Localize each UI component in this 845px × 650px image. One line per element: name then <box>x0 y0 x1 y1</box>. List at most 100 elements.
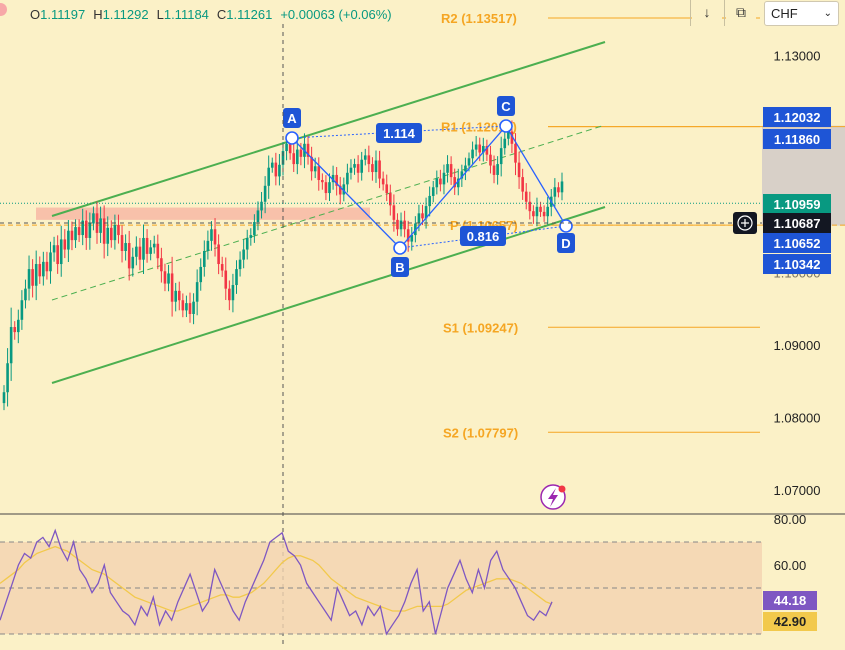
candle-body <box>299 149 303 157</box>
candle-body <box>49 252 52 272</box>
candle-body <box>553 187 557 197</box>
candle-body <box>496 164 499 175</box>
candle-body <box>310 156 313 172</box>
candle-body <box>38 264 42 277</box>
candle-body <box>199 266 203 283</box>
candle-body <box>521 177 524 192</box>
alert-bolt-glyph <box>548 488 558 507</box>
price-label: 1.11860 <box>774 132 820 147</box>
candle-body <box>417 213 421 224</box>
candle-body <box>374 160 378 173</box>
alert-bolt-icon[interactable] <box>540 484 566 510</box>
candle-body <box>102 218 106 244</box>
candle-body <box>192 301 195 315</box>
candle-body <box>260 201 263 211</box>
candle-body <box>142 237 145 260</box>
pattern-ratio-label: 0.816 <box>467 229 500 244</box>
candle-body <box>435 178 439 188</box>
candle-body <box>331 174 335 183</box>
candle-body <box>292 153 296 165</box>
candle-body <box>517 162 521 178</box>
pattern-leg-lines <box>291 124 567 249</box>
pattern-label-a: A <box>287 111 297 126</box>
candle-body <box>217 244 220 265</box>
candle-body <box>70 230 74 241</box>
pattern-label-b: B <box>395 260 404 275</box>
pivot-label-s1: S1 (1.09247) <box>443 320 518 335</box>
candle-body <box>514 143 517 163</box>
candle-body <box>56 245 59 265</box>
candle-body <box>6 363 9 393</box>
candle-body <box>371 164 374 173</box>
pattern-point-a[interactable] <box>285 131 299 145</box>
candle-body <box>160 258 163 272</box>
layout-icon[interactable]: ⧉ <box>726 0 756 24</box>
candle-body <box>99 218 102 233</box>
candle-body <box>174 290 177 302</box>
candle-body <box>195 282 199 302</box>
pattern-point-d[interactable] <box>559 219 573 233</box>
candle-body <box>131 256 135 269</box>
candle-body <box>84 220 88 238</box>
candle-body <box>321 180 324 183</box>
candle-body <box>478 144 482 153</box>
rsi-ma-line <box>0 545 553 612</box>
candle-body <box>152 243 156 248</box>
candle-body <box>263 185 267 202</box>
price-tick-label: 1.13000 <box>774 48 821 63</box>
change-value: +0.00063 (+0.06%) <box>280 6 392 22</box>
candle-body <box>177 290 181 301</box>
candle-body <box>34 264 38 286</box>
add-alert-button[interactable] <box>733 211 757 234</box>
candle-body <box>446 164 449 173</box>
pivot-label-s2: S2 (1.07797) <box>443 425 518 440</box>
close-label: C <box>216 6 227 22</box>
price-label: 1.10687 <box>774 216 821 231</box>
candle-body <box>528 201 532 212</box>
pattern-label-box-a <box>283 108 301 128</box>
status-dot-icon[interactable] <box>0 3 7 16</box>
currency-select[interactable]: CHF ⌄ <box>764 1 839 26</box>
candle-body <box>213 229 217 245</box>
candle-body <box>20 300 24 320</box>
pattern-label-c: C <box>501 99 511 114</box>
candle-body <box>542 211 546 217</box>
candle-body <box>31 269 34 286</box>
candle-body <box>507 131 510 139</box>
price-label: 1.10959 <box>774 197 821 212</box>
candle-body <box>163 271 167 284</box>
channel-lower-line <box>51 206 606 384</box>
candle-body <box>403 220 406 230</box>
candle-body <box>471 149 474 159</box>
candle-body <box>557 187 560 193</box>
download-icon[interactable]: ↓ <box>692 0 722 24</box>
price-tick-label: 1.07000 <box>774 483 821 498</box>
pattern-point-c[interactable] <box>499 119 513 133</box>
candle-body <box>242 249 245 260</box>
alert-bolt-dot <box>558 485 566 493</box>
candle-body <box>135 246 138 257</box>
price-label-box <box>763 254 831 274</box>
candle-body <box>353 164 356 168</box>
candle-body <box>524 191 528 202</box>
candle-body <box>206 240 210 251</box>
candle-body <box>110 227 113 241</box>
candle-body <box>546 206 549 217</box>
candle-body <box>231 285 235 301</box>
candle-body <box>442 172 446 185</box>
pattern-label-box-c <box>497 96 515 116</box>
candle-body <box>2 392 6 404</box>
toolbar-separator <box>724 0 725 26</box>
pivot-label-r2: R2 (1.13517) <box>441 11 517 26</box>
candle-body <box>296 149 299 165</box>
candle-body <box>253 222 256 236</box>
rsi-value-box <box>763 591 817 610</box>
candle-body <box>482 145 485 153</box>
pattern-point-b[interactable] <box>393 241 407 255</box>
ohlc-legend: O 1.11197 H 1.11292 L 1.11184 C 1.11261 … <box>20 5 392 23</box>
candle-body <box>63 239 67 250</box>
candle-body <box>181 300 185 311</box>
candle-body <box>349 167 353 173</box>
